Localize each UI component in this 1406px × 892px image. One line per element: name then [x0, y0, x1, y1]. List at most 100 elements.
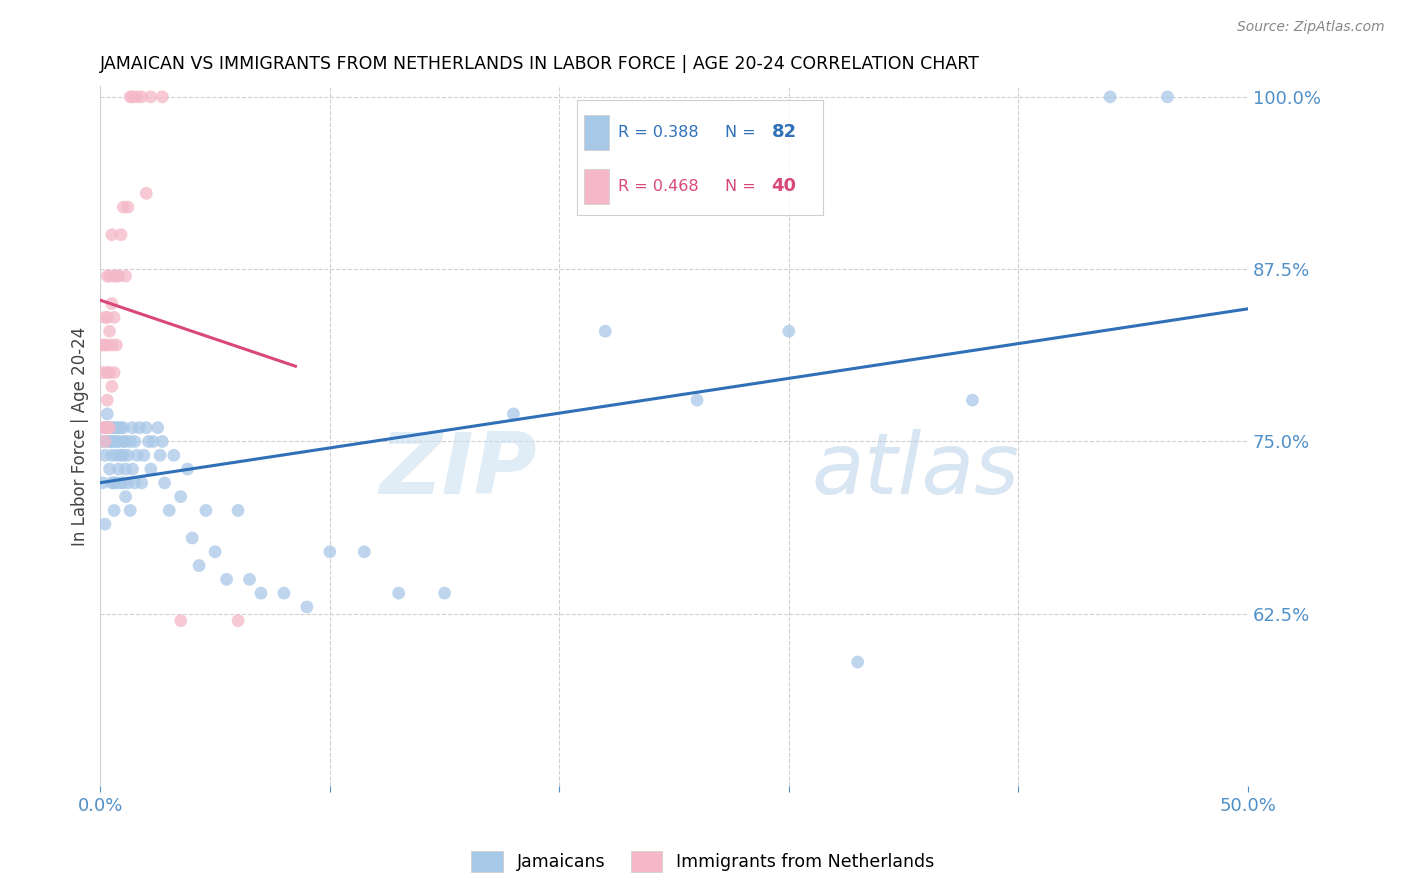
- Point: [121, 420, 143, 434]
- Point: [103, 475, 125, 490]
- Point: [153, 475, 176, 490]
- Point: [176, 462, 198, 476]
- Point: [170, 614, 193, 628]
- Point: [107, 268, 129, 283]
- Point: [128, 420, 150, 434]
- Point: [120, 503, 142, 517]
- Text: atlas: atlas: [811, 429, 1019, 513]
- Point: [110, 420, 132, 434]
- Point: [273, 586, 295, 600]
- Point: [150, 434, 173, 449]
- Point: [1156, 90, 1178, 104]
- Point: [114, 434, 136, 449]
- Point: [131, 90, 153, 104]
- Point: [139, 462, 162, 476]
- Point: [98, 268, 121, 283]
- Point: [188, 558, 211, 573]
- Point: [105, 448, 128, 462]
- Point: [96, 310, 118, 325]
- Point: [96, 420, 118, 434]
- Point: [103, 503, 125, 517]
- Point: [778, 324, 800, 338]
- Point: [204, 545, 226, 559]
- Point: [139, 90, 162, 104]
- Point: [103, 268, 125, 283]
- Point: [107, 434, 129, 449]
- Point: [135, 186, 157, 201]
- Point: [110, 475, 132, 490]
- Point: [117, 200, 139, 214]
- Point: [105, 268, 128, 283]
- Point: [238, 572, 260, 586]
- Point: [132, 448, 155, 462]
- Point: [124, 434, 146, 449]
- Point: [101, 338, 124, 352]
- Point: [135, 420, 157, 434]
- Point: [96, 393, 118, 408]
- Point: [114, 268, 136, 283]
- Y-axis label: In Labor Force | Age 20-24: In Labor Force | Age 20-24: [72, 326, 89, 546]
- Point: [138, 434, 160, 449]
- Point: [91, 338, 114, 352]
- Point: [112, 434, 135, 449]
- Point: [846, 655, 869, 669]
- Point: [114, 490, 136, 504]
- Point: [170, 490, 193, 504]
- Point: [388, 586, 411, 600]
- Point: [1099, 90, 1122, 104]
- Point: [105, 338, 128, 352]
- Point: [149, 448, 172, 462]
- Point: [96, 338, 118, 352]
- Point: [353, 545, 375, 559]
- Point: [101, 420, 124, 434]
- Point: [96, 420, 118, 434]
- Text: Source: ZipAtlas.com: Source: ZipAtlas.com: [1237, 20, 1385, 34]
- Point: [121, 462, 143, 476]
- Point: [112, 200, 135, 214]
- Point: [98, 324, 121, 338]
- Point: [107, 462, 129, 476]
- Point: [295, 599, 318, 614]
- Point: [181, 531, 204, 545]
- Point: [101, 227, 124, 242]
- Point: [125, 448, 148, 462]
- Point: [91, 366, 114, 380]
- Point: [124, 475, 146, 490]
- Point: [105, 434, 128, 449]
- Point: [91, 420, 114, 434]
- Point: [194, 503, 217, 517]
- Point: [686, 393, 709, 408]
- Point: [962, 393, 984, 408]
- Point: [101, 379, 124, 393]
- Point: [101, 296, 124, 310]
- Point: [103, 420, 125, 434]
- Point: [98, 420, 121, 434]
- Point: [98, 420, 121, 434]
- Point: [91, 434, 114, 449]
- Point: [91, 475, 114, 490]
- Point: [163, 448, 186, 462]
- Point: [101, 434, 124, 449]
- Point: [117, 475, 139, 490]
- Point: [114, 462, 136, 476]
- Point: [105, 420, 128, 434]
- Point: [101, 448, 124, 462]
- Point: [502, 407, 524, 421]
- Point: [110, 227, 132, 242]
- Point: [94, 310, 117, 325]
- Point: [250, 586, 273, 600]
- Point: [105, 475, 128, 490]
- Point: [125, 90, 148, 104]
- Point: [96, 366, 118, 380]
- Point: [94, 448, 117, 462]
- Point: [103, 434, 125, 449]
- Point: [150, 90, 173, 104]
- Point: [103, 366, 125, 380]
- Legend: Jamaicans, Immigrants from Netherlands: Jamaicans, Immigrants from Netherlands: [464, 844, 942, 879]
- Point: [117, 448, 139, 462]
- Point: [319, 545, 342, 559]
- Point: [157, 503, 180, 517]
- Point: [110, 448, 132, 462]
- Point: [120, 434, 142, 449]
- Point: [96, 434, 118, 449]
